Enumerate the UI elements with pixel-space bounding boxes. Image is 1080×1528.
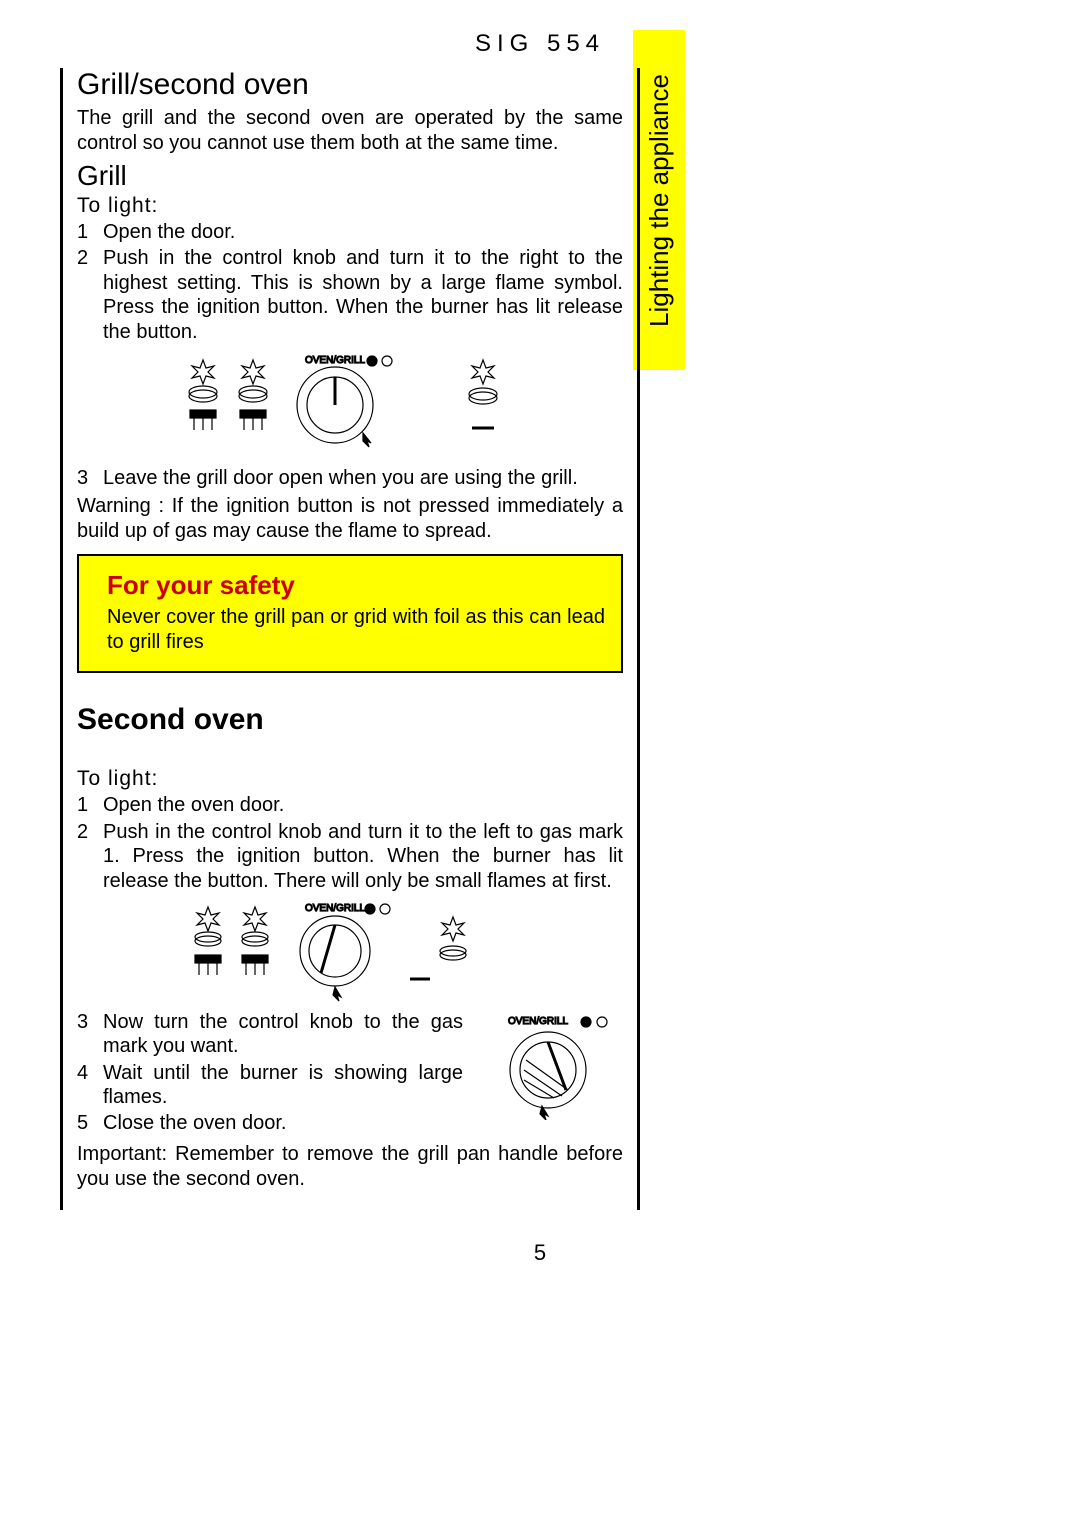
grill-steps-3: Leave the grill door open when you are u…	[77, 466, 623, 490]
intro-grill-second-oven: The grill and the second oven are operat…	[77, 106, 623, 156]
safety-box: For your safety Never cover the grill pa…	[77, 554, 623, 673]
label-to-light-second-oven: To light:	[77, 767, 623, 791]
diagram-grill-controls: OVEN/GRILL	[150, 350, 550, 460]
grill-step-3: Leave the grill door open when you are u…	[77, 466, 623, 490]
oven-grill-label-1: OVEN/GRILL	[305, 355, 365, 366]
content-column: Grill/second oven The grill and the seco…	[60, 68, 640, 1210]
grill-steps-1-2: Open the door. Push in the control knob …	[77, 220, 623, 344]
oven-grill-label-3: OVEN/GRILL	[508, 1016, 568, 1027]
second-oven-steps-3-5-row: Now turn the control knob to the gas mar…	[77, 1010, 623, 1140]
grill-step-2: Push in the control knob and turn it to …	[77, 246, 623, 344]
second-oven-step-1: Open the oven door.	[77, 793, 623, 817]
diagram-second-oven-controls-1: OVEN/GRILL	[160, 899, 540, 1004]
side-tab-lighting: Lighting the appliance	[633, 30, 685, 370]
second-oven-step-4: Wait until the burner is showing large f…	[77, 1061, 463, 1110]
second-oven-step-3: Now turn the control knob to the gas mar…	[77, 1010, 463, 1059]
oven-grill-label-2: OVEN/GRILL	[305, 903, 365, 914]
safety-box-text: Never cover the grill pan or grid with f…	[107, 605, 605, 655]
second-oven-step-5: Close the oven door.	[77, 1111, 463, 1135]
label-to-light-grill: To light:	[77, 194, 623, 218]
diagram-second-oven-controls-2: OVEN/GRILL	[473, 1010, 623, 1120]
heading-grill-second-oven: Grill/second oven	[77, 68, 623, 102]
grill-warning: Warning : If the ignition button is not …	[77, 494, 623, 544]
side-tab-label: Lighting the appliance	[644, 74, 675, 327]
model-header: SIG 554	[60, 30, 1020, 58]
safety-box-title: For your safety	[107, 570, 605, 601]
second-oven-steps-3-5: Now turn the control knob to the gas mar…	[77, 1010, 463, 1136]
page-number: 5	[60, 1240, 1020, 1266]
grill-step-1: Open the door.	[77, 220, 623, 244]
heading-second-oven: Second oven	[77, 703, 623, 737]
heading-grill: Grill	[77, 160, 623, 192]
second-oven-important: Important: Remember to remove the grill …	[77, 1142, 623, 1192]
second-oven-step-2: Push in the control knob and turn it to …	[77, 820, 623, 893]
second-oven-steps-1-2: Open the oven door. Push in the control …	[77, 793, 623, 893]
